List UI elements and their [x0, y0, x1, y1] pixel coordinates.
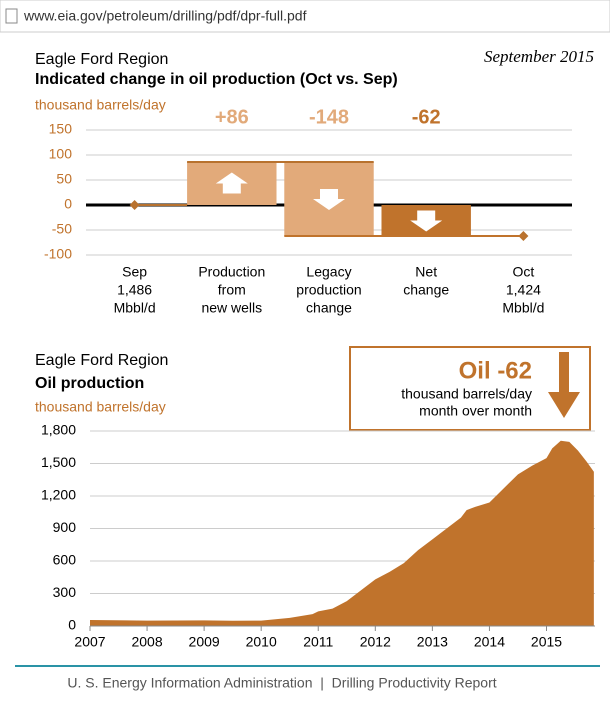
x-tick-label: 2012 — [360, 634, 391, 650]
value-label: +86 — [215, 106, 249, 128]
x-tick-label: 2010 — [246, 634, 277, 650]
x-tick-label: change — [306, 300, 352, 316]
annotation-title: Oil -62 — [459, 357, 532, 384]
y-tick-label: -100 — [44, 246, 72, 262]
y-tick-label: 1,200 — [41, 487, 76, 503]
bar-arrow — [215, 172, 248, 194]
x-tick-label: change — [403, 282, 449, 298]
bar-arrow — [410, 210, 443, 232]
value-label: -148 — [309, 106, 349, 128]
y-tick-label: 900 — [53, 519, 77, 535]
x-tick-label: 2014 — [474, 634, 505, 650]
y-axis-label: thousand barrels/day — [35, 97, 166, 113]
x-tick-label: 2011 — [303, 634, 333, 650]
x-tick-label: 1,486 — [117, 282, 152, 298]
region: Eagle Ford Region — [35, 51, 168, 68]
y-axis-label: thousand barrels/day — [35, 399, 166, 415]
x-tick-label: Net — [415, 264, 437, 280]
x-tick-label: from — [218, 282, 246, 298]
value-label: -62 — [412, 106, 441, 128]
y-tick-label: 600 — [53, 552, 77, 568]
y-tick-label: 1,500 — [41, 454, 76, 470]
url[interactable]: www.eia.gov/petroleum/drilling/pdf/dpr-f… — [23, 8, 307, 24]
x-tick-label: Mbbl/d — [502, 300, 544, 316]
address-bar — [0, 0, 610, 33]
y-tick-label: 50 — [56, 171, 72, 187]
x-tick-label: Legacy — [306, 264, 351, 280]
chart-title: Oil production — [35, 375, 144, 392]
down-arrow — [548, 352, 580, 418]
y-tick-label: 100 — [49, 146, 73, 162]
bar-arrow — [313, 189, 345, 210]
y-tick-label: 0 — [68, 617, 76, 633]
x-tick-label: 2015 — [531, 634, 562, 650]
page-icon — [5, 8, 18, 24]
x-tick-label: production — [296, 282, 361, 298]
y-tick-label: -50 — [52, 221, 72, 237]
x-tick-label: Production — [198, 264, 265, 280]
date: September 2015 — [484, 47, 594, 66]
annotation-text: thousand barrels/day — [401, 386, 532, 402]
x-tick-label: 2008 — [131, 634, 162, 650]
footer: U. S. Energy Information Administration … — [67, 675, 496, 691]
x-tick-label: Sep — [122, 264, 147, 280]
x-tick-label: Oct — [513, 264, 535, 280]
area — [90, 440, 594, 626]
chart-title: Indicated change in oil production (Oct … — [35, 71, 398, 88]
y-tick-label: 150 — [49, 121, 73, 137]
x-tick-label: new wells — [201, 300, 262, 316]
y-tick-label: 0 — [64, 196, 72, 212]
x-tick-label: 2013 — [417, 634, 448, 650]
x-tick-label: 1,424 — [506, 282, 541, 298]
x-tick-label: Mbbl/d — [114, 300, 156, 316]
y-tick-label: 300 — [53, 584, 77, 600]
region: Eagle Ford Region — [35, 352, 168, 369]
annotation-box — [349, 346, 591, 431]
annotation-text: month over month — [419, 403, 532, 419]
y-tick-label: 1,800 — [41, 422, 76, 438]
x-tick-label: 2007 — [74, 634, 105, 650]
x-tick-label: 2009 — [189, 634, 220, 650]
